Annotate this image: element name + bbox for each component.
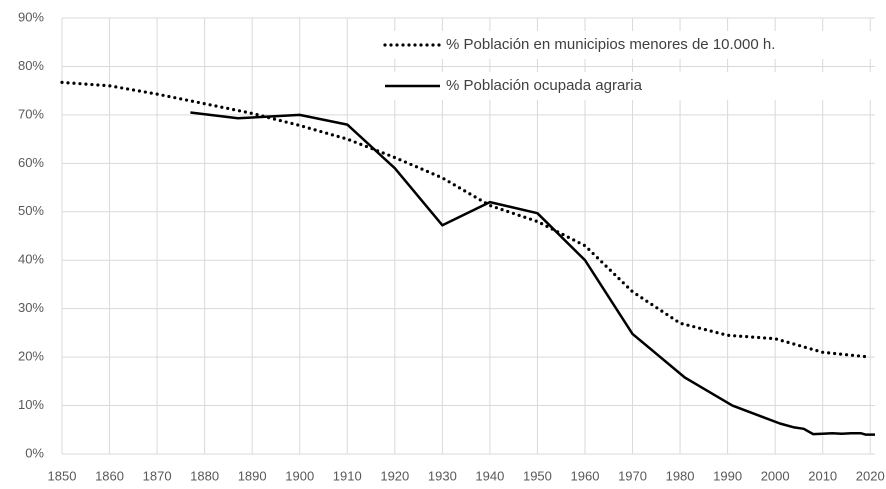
x-tick-label: 1940 (475, 468, 504, 483)
y-tick-label: 80% (18, 58, 44, 73)
x-tick-label: 1880 (190, 468, 219, 483)
x-tick-label: 1870 (143, 468, 172, 483)
y-tick-label: 70% (18, 106, 44, 121)
x-tick-label: 2010 (808, 468, 837, 483)
y-tick-label: 50% (18, 203, 44, 218)
y-tick-label: 30% (18, 300, 44, 315)
x-tick-label: 1900 (285, 468, 314, 483)
legend-background (372, 31, 874, 59)
x-tick-label: 1960 (571, 468, 600, 483)
series-line (190, 111, 875, 436)
x-tick-label: 1860 (95, 468, 124, 483)
x-tick-label: 1930 (428, 468, 457, 483)
x-tick-label: 1850 (48, 468, 77, 483)
x-tick-label: 1950 (523, 468, 552, 483)
y-tick-label: 0% (25, 445, 44, 460)
x-tick-label: 1920 (380, 468, 409, 483)
y-tick-label: 10% (18, 397, 44, 412)
y-tick-label: 40% (18, 252, 44, 267)
legend-label: % Población en municipios menores de 10.… (446, 36, 775, 53)
x-tick-label: 1890 (238, 468, 267, 483)
x-tick-label: 1970 (618, 468, 647, 483)
x-tick-label: 2020 (856, 468, 885, 483)
x-tick-label: 1910 (333, 468, 362, 483)
y-tick-label: 20% (18, 349, 44, 364)
legend-label: % Población ocupada agraria (446, 77, 643, 94)
series-line (60, 80, 872, 359)
y-tick-label: 60% (18, 155, 44, 170)
y-tick-label: 90% (18, 9, 44, 24)
x-tick-label: 1990 (713, 468, 742, 483)
x-tick-label: 1980 (666, 468, 695, 483)
x-tick-label: 2000 (761, 468, 790, 483)
legend-background (372, 72, 874, 100)
